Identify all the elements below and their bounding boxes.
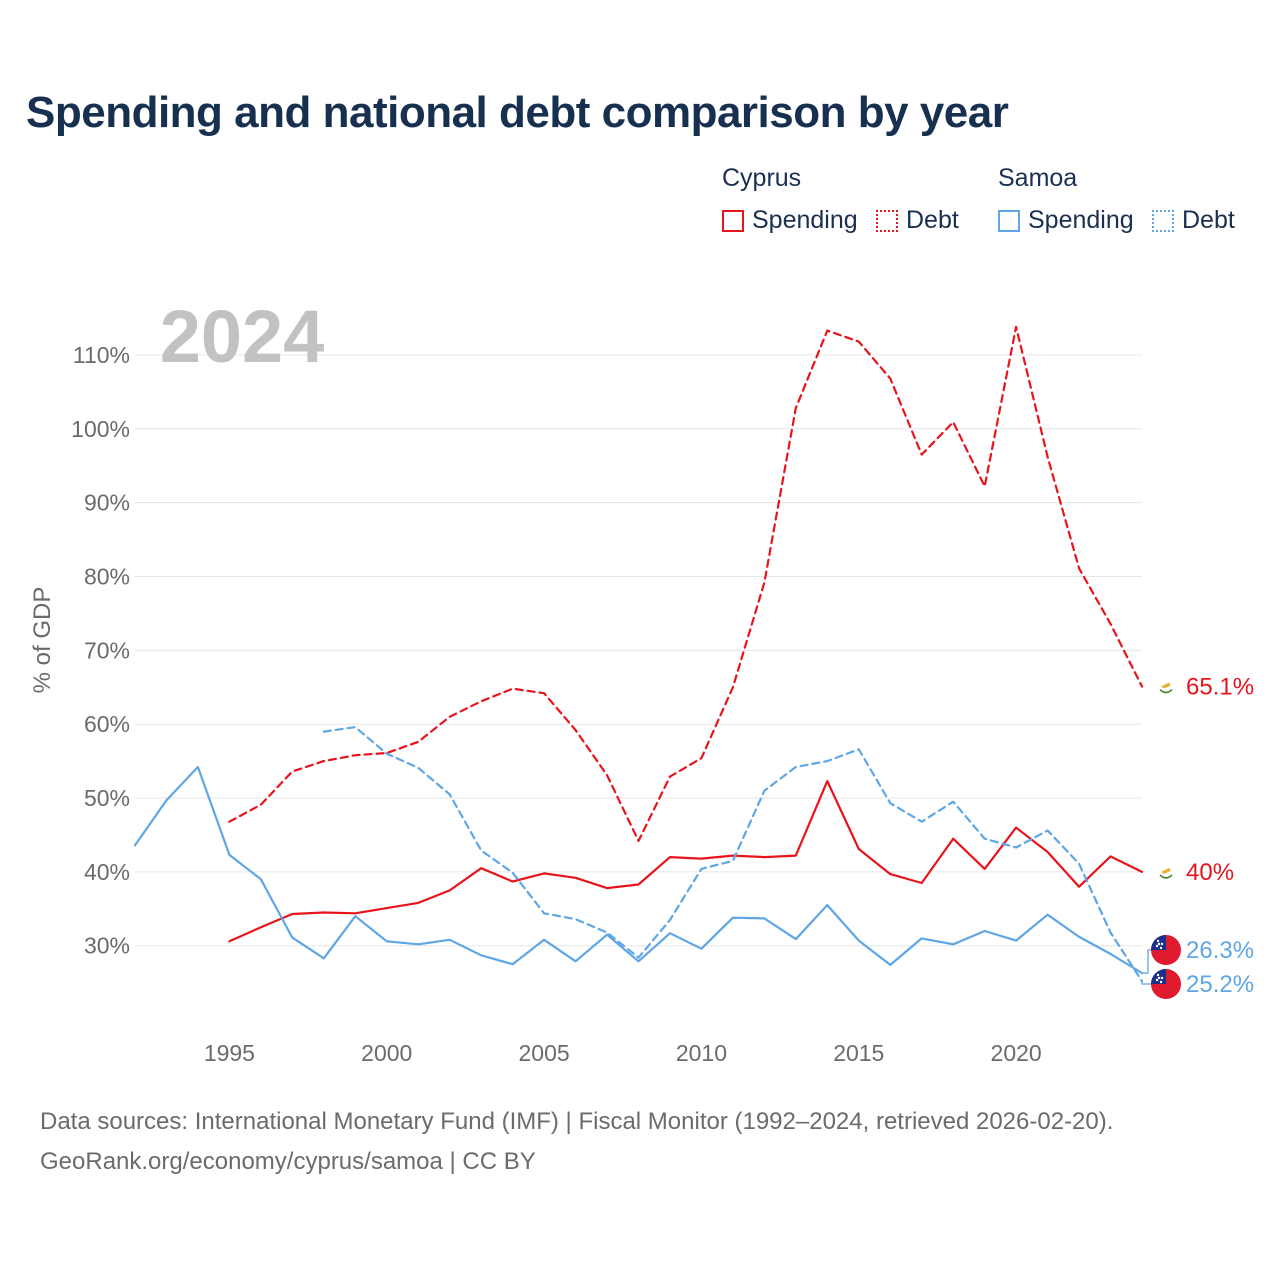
end-label-cyprus-debt: 65.1% xyxy=(1186,674,1254,701)
x-tick-label: 2010 xyxy=(676,1040,727,1066)
x-axis-ticks: 1995 2000 2005 2010 2015 2020 xyxy=(204,1040,1042,1066)
end-label-samoa-debt: 25.2% xyxy=(1186,971,1254,998)
legend-group-samoa: Samoa xyxy=(998,164,1078,192)
end-label-cyprus-spending: 40% xyxy=(1186,859,1234,886)
cyprus-flag-icon xyxy=(1159,680,1173,695)
legend-label-cyprus-spending: Spending xyxy=(752,206,858,234)
legend-swatch-samoa-spending xyxy=(998,209,1020,232)
legend-label-samoa-spending: Spending xyxy=(1028,206,1134,234)
y-tick-label: 70% xyxy=(84,637,130,663)
footer-sources: Data sources: International Monetary Fun… xyxy=(40,1108,1114,1135)
x-tick-label: 2020 xyxy=(991,1040,1042,1066)
legend-samoa-spending[interactable]: Spending xyxy=(998,206,1134,235)
series-line-samoa-spending[interactable] xyxy=(133,765,1144,975)
samoa-flag-icon xyxy=(1151,969,1181,999)
series-line-cyprus-debt[interactable] xyxy=(228,325,1144,843)
gridlines xyxy=(135,354,1142,947)
x-tick-label: 1995 xyxy=(204,1040,255,1066)
y-tick-label: 30% xyxy=(84,933,130,959)
samoa-flag-icon xyxy=(1151,935,1181,965)
end-label-samoa-spending: 26.3% xyxy=(1186,937,1254,964)
legend-swatch-cyprus-debt xyxy=(876,209,898,232)
y-tick-label: 80% xyxy=(84,563,130,589)
series-line-samoa-debt[interactable] xyxy=(322,725,1144,983)
y-tick-label: 110% xyxy=(73,342,130,368)
y-tick-label: 60% xyxy=(84,711,130,737)
y-tick-label: 90% xyxy=(84,490,130,516)
series-lines xyxy=(133,325,1144,983)
y-tick-label: 100% xyxy=(71,416,130,442)
x-tick-label: 2015 xyxy=(833,1040,884,1066)
legend-label-cyprus-debt: Debt xyxy=(906,206,959,234)
legend-swatch-cyprus-spending xyxy=(722,209,744,232)
leader-samoa-spending xyxy=(1142,949,1152,974)
year-watermark: 2024 xyxy=(160,295,325,378)
x-tick-label: 2000 xyxy=(361,1040,412,1066)
legend-cyprus-debt[interactable]: Debt xyxy=(876,206,959,235)
x-tick-label: 2005 xyxy=(519,1040,570,1066)
cyprus-flag-icon xyxy=(1159,865,1173,880)
y-tick-label: 50% xyxy=(84,785,130,811)
y-tick-label: 40% xyxy=(84,859,130,885)
end-labels: 65.1% 40% 26.3% 25.2% xyxy=(1141,674,1254,999)
legend-group-cyprus: Cyprus xyxy=(722,164,802,192)
legend-label-samoa-debt: Debt xyxy=(1182,206,1235,234)
legend-cyprus-spending[interactable]: Spending xyxy=(722,206,858,235)
series-line-cyprus-spending[interactable] xyxy=(228,779,1144,943)
legend-samoa-debt[interactable]: Debt xyxy=(1152,206,1235,235)
y-axis-label: % of GDP xyxy=(29,587,56,694)
chart-title: Spending and national debt comparison by… xyxy=(26,88,1009,137)
y-axis-ticks: 30% 40% 50% 60% 70% 80% 90% 100% 110% xyxy=(71,342,130,959)
legend-swatch-samoa-debt xyxy=(1152,209,1174,232)
footer-credit: GeoRank.org/economy/cyprus/samoa | CC BY xyxy=(40,1148,536,1175)
leader-samoa-debt xyxy=(1141,981,1152,985)
